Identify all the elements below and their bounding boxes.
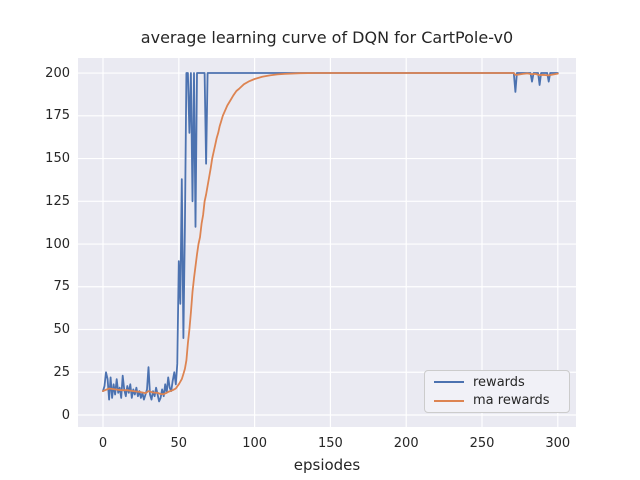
y-tick-label: 25: [53, 364, 70, 380]
legend-item-ma-rewards: ma rewards: [425, 392, 569, 410]
x-tick-label: 50: [170, 436, 188, 451]
y-tick-label: 125: [45, 193, 70, 209]
legend-item-rewards: rewards: [425, 373, 569, 391]
y-tick-label: 150: [45, 151, 70, 167]
legend: rewards ma rewards: [424, 370, 570, 413]
y-tick-label: 100: [45, 236, 70, 252]
legend-label-ma-rewards: ma rewards: [473, 393, 550, 409]
x-tick-label: 300: [545, 436, 571, 451]
x-tick-label: 250: [469, 436, 495, 451]
chart-title: average learning curve of DQN for CartPo…: [140, 28, 514, 47]
y-tick-label: 175: [45, 108, 70, 124]
y-tick-label: 75: [53, 279, 70, 295]
series-line-ma-rewards: [102, 72, 559, 396]
series-line-rewards: [102, 72, 559, 403]
x-axis-label: epsiodes: [293, 456, 361, 474]
y-tick-label: 200: [45, 65, 70, 81]
x-tick-label: 150: [317, 436, 343, 451]
x-tick-label: 100: [242, 436, 268, 451]
rewards-line-sample: [434, 381, 464, 384]
axes-background: [78, 58, 576, 427]
x-tick-label: 0: [98, 436, 108, 451]
x-tick-label: 200: [393, 436, 419, 451]
ma-rewards-line-sample: [434, 399, 464, 402]
legend-label-rewards: rewards: [473, 374, 525, 390]
y-tick-label: 0: [61, 407, 70, 423]
y-tick-label: 50: [53, 322, 70, 338]
